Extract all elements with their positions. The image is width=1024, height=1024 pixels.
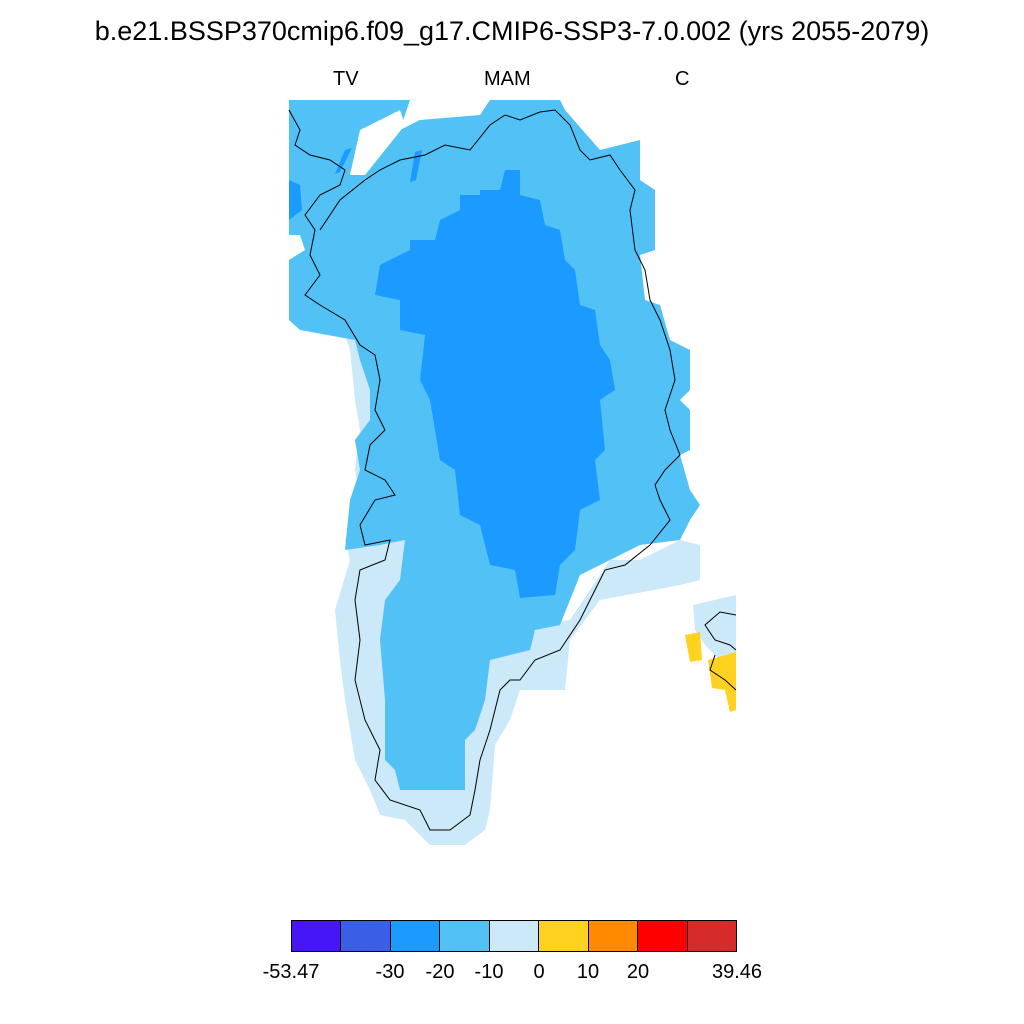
left-label: TV	[333, 68, 359, 90]
colorbar-swatch	[539, 921, 589, 951]
right-label: C	[675, 68, 690, 90]
colorbar-label: -30	[375, 961, 405, 983]
colorbar-swatch	[341, 921, 391, 951]
colorbar-label: -20	[425, 961, 455, 983]
colorbar-swatch	[588, 921, 639, 951]
map-gap-1	[350, 110, 405, 175]
colorbar-swatch	[638, 921, 688, 951]
map-fill-iceland-warm	[685, 632, 702, 662]
colorbar-label: 20	[626, 961, 650, 983]
map-fill-dark-nw-2	[335, 148, 352, 174]
colorbar-label: 39.46	[711, 961, 763, 983]
map-fill-dark-nw-3	[410, 150, 422, 182]
colorbar-swatch	[390, 921, 441, 951]
colorbar	[291, 920, 737, 952]
colorbar-swatch	[489, 921, 540, 951]
colorbar-label: 0	[533, 961, 545, 983]
colorbar-swatch	[292, 921, 342, 951]
coastline-iceland	[704, 611, 737, 691]
map-gap-2	[289, 235, 305, 260]
colorbar-label: 10	[576, 961, 600, 983]
colorbar-label: -53.47	[262, 961, 320, 983]
colorbar-label: -10	[474, 961, 504, 983]
map-fill-dark-nw-1	[289, 180, 302, 220]
map-fill-iceland-warm-2	[708, 652, 736, 712]
plot-title: b.e21.BSSP370cmip6.f09_g17.CMIP6-SSP3-7.…	[94, 16, 930, 46]
coastline	[288, 109, 681, 831]
colorbar-swatch	[440, 921, 490, 951]
colorbar-swatch	[687, 921, 736, 951]
map-fill-dark	[375, 170, 615, 598]
center-label: MAM	[484, 68, 531, 90]
